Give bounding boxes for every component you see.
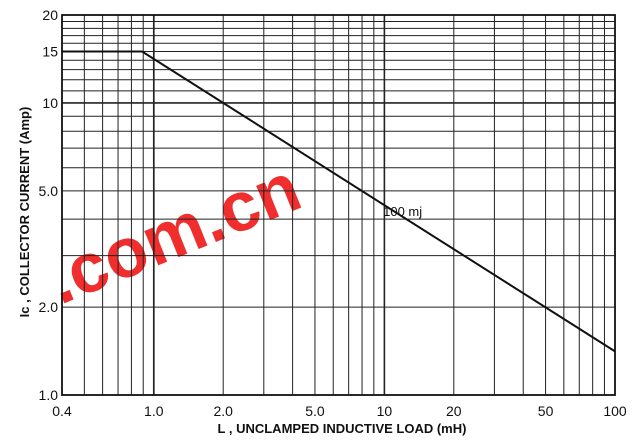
- y-tick-label: 2.0: [39, 299, 59, 315]
- x-tick-labels: 0.4 1.0 2.0 5.0 10 20 50 100: [52, 403, 627, 419]
- y-tick-labels: 1.0 2.0 5.0 10 15 20: [39, 7, 59, 403]
- watermark-text: .com.cn: [36, 147, 310, 318]
- x-tick-label: 2.0: [213, 403, 233, 419]
- x-tick-label: 100: [603, 403, 627, 419]
- grid: [62, 15, 615, 395]
- y-tick-label: 15: [42, 43, 58, 59]
- x-tick-label: 0.4: [52, 403, 72, 419]
- plot-border: [61, 14, 616, 396]
- y-tick-label: 10: [42, 95, 58, 111]
- x-tick-label: 1.0: [144, 403, 164, 419]
- y-tick-label: 1.0: [39, 387, 59, 403]
- x-tick-label: 5.0: [305, 403, 325, 419]
- y-tick-label: 20: [42, 7, 58, 23]
- series-layer: [62, 50, 616, 353]
- x-tick-label: 50: [538, 403, 554, 419]
- y-axis-title: Ic , COLLECTOR CURRENT (Amp): [17, 107, 32, 318]
- annotation-label: 100 mj: [383, 204, 422, 219]
- x-tick-label: 20: [446, 403, 462, 419]
- series-line: [62, 50, 616, 353]
- x-axis-title: L , UNCLAMPED INDUCTIVE LOAD (mH): [218, 421, 467, 436]
- watermark: .com.cn: [36, 147, 310, 318]
- y-tick-label: 5.0: [39, 183, 59, 199]
- x-tick-label: 10: [377, 403, 393, 419]
